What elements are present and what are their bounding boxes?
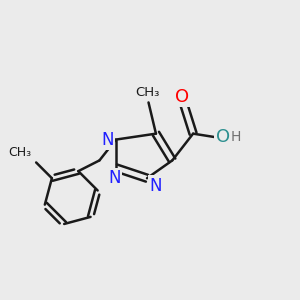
Text: N: N bbox=[101, 130, 114, 148]
Text: O: O bbox=[216, 128, 230, 146]
Text: N: N bbox=[108, 169, 121, 187]
Text: CH₃: CH₃ bbox=[9, 146, 32, 160]
Text: CH₃: CH₃ bbox=[135, 86, 159, 99]
Text: O: O bbox=[175, 88, 189, 106]
Text: H: H bbox=[231, 130, 242, 144]
Text: N: N bbox=[150, 177, 162, 195]
